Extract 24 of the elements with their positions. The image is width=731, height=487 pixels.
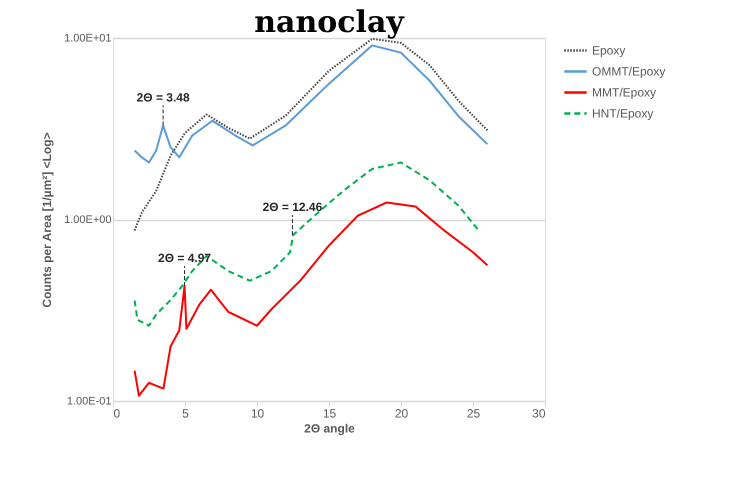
line-series — [134, 38, 488, 232]
x-tick-label: 25 — [466, 406, 480, 420]
legend-label: OMMT/Epoxy — [592, 64, 666, 78]
legend-label: MMT/Epoxy — [592, 86, 656, 100]
x-tick-label: 5 — [182, 406, 190, 420]
annotation: 2Θ = 4.97 — [158, 251, 212, 266]
x-tick-label: 15 — [322, 406, 336, 420]
line-series — [134, 44, 488, 164]
y-tick-label: 1.00E-01 — [66, 396, 112, 408]
annotation: 2Θ = 12.46 — [262, 200, 323, 214]
x-tick-label: 10 — [250, 406, 264, 420]
y-tick-label: 1.00E+01 — [64, 32, 112, 44]
x-axis-title: 2Θ angle — [304, 422, 356, 436]
line-series — [134, 202, 488, 397]
x-tick-label: 30 — [532, 406, 546, 420]
y-tick-label: 1.00E+00 — [64, 214, 112, 226]
annotation: 2Θ = 3.48 — [136, 90, 190, 104]
legend-label: Epoxy — [592, 44, 626, 58]
chart-title: nanoclay — [254, 5, 406, 40]
legend-label: HNT/Epoxy — [592, 106, 654, 120]
line-series — [134, 162, 482, 327]
x-tick-label: 20 — [394, 406, 408, 420]
x-tick-label: 0 — [114, 406, 120, 420]
y-axis-title: Counts per Area [1/µm²] <Log> — [40, 132, 54, 308]
